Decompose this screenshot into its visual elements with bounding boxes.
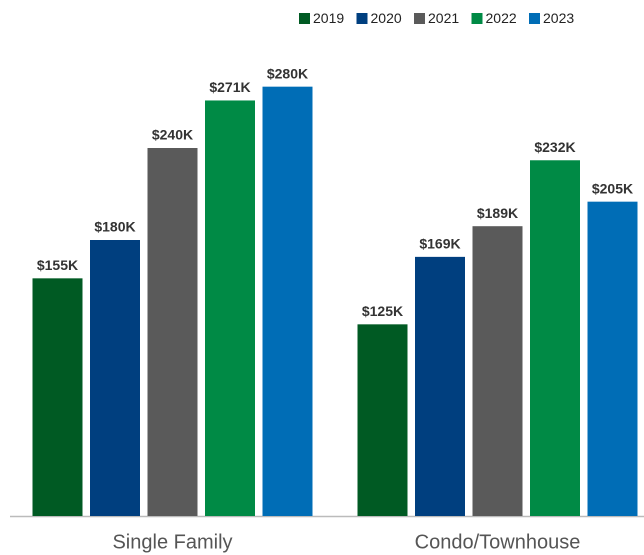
value-label: $155K — [37, 257, 78, 273]
bar — [587, 201, 638, 516]
value-label: $240K — [152, 127, 193, 143]
legend-label: 2021 — [428, 10, 459, 26]
legend-label: 2022 — [486, 10, 517, 26]
legend-swatch — [414, 13, 425, 24]
bar — [472, 226, 523, 516]
value-label: $169K — [419, 236, 460, 252]
value-label: $271K — [209, 79, 250, 95]
bar — [147, 148, 198, 516]
value-label: $280K — [267, 65, 308, 81]
value-label: $189K — [477, 205, 518, 221]
bar — [262, 86, 313, 517]
x-tick-label: Condo/Townhouse — [415, 531, 581, 553]
value-label: $232K — [534, 139, 575, 155]
legend-label: 2023 — [543, 10, 574, 26]
legend-label: 2020 — [371, 10, 402, 26]
bar — [530, 160, 580, 516]
bar — [357, 324, 408, 516]
bar — [415, 256, 465, 516]
value-label: $180K — [94, 219, 135, 235]
legend-swatch — [529, 13, 540, 24]
bar — [32, 278, 83, 516]
legend-swatch — [356, 13, 368, 24]
bar — [205, 100, 255, 516]
legend-swatch — [299, 13, 310, 24]
value-label: $205K — [592, 180, 633, 196]
legend-label: 2019 — [313, 10, 344, 26]
legend-swatch — [471, 13, 483, 24]
x-tick-label: Single Family — [112, 531, 232, 553]
bar — [90, 240, 140, 516]
value-label: $125K — [362, 303, 403, 319]
